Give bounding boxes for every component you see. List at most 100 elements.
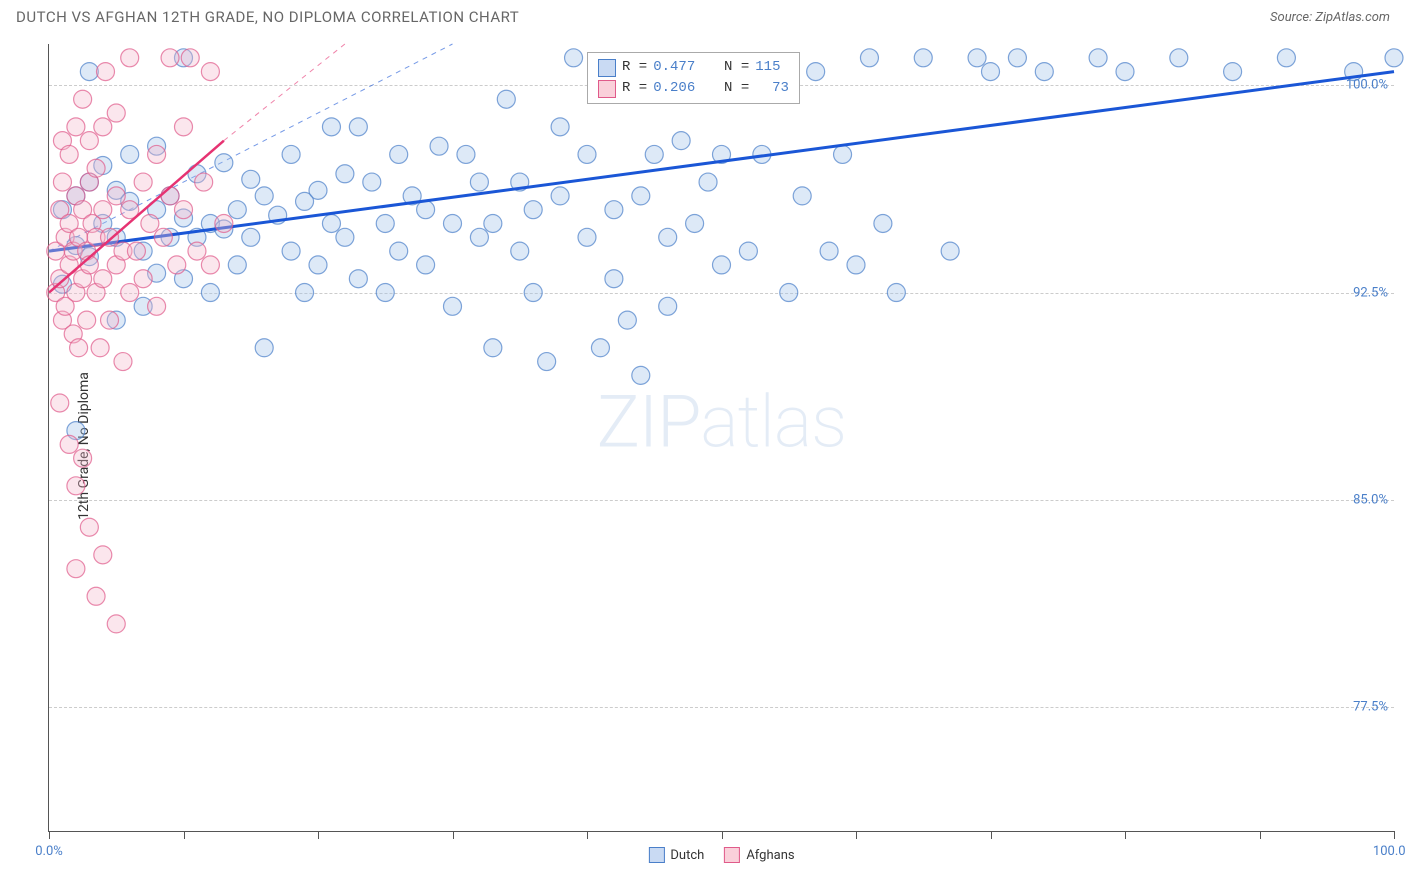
- scatter-point: [820, 242, 838, 260]
- scatter-point: [322, 214, 340, 232]
- scatter-point: [80, 132, 98, 150]
- scatter-point: [1008, 49, 1026, 67]
- scatter-point: [632, 187, 650, 205]
- scatter-point: [121, 49, 139, 67]
- scatter-point: [578, 228, 596, 246]
- scatter-point: [645, 145, 663, 163]
- r-label: R =: [622, 57, 647, 78]
- scatter-point: [282, 145, 300, 163]
- scatter-point: [417, 256, 435, 274]
- x-tick: [856, 831, 857, 839]
- scatter-point: [309, 256, 327, 274]
- scatter-point: [591, 339, 609, 357]
- scatter-point: [228, 256, 246, 274]
- scatter-point: [296, 284, 314, 302]
- scatter-point: [228, 201, 246, 219]
- x-tick: [49, 831, 50, 839]
- scatter-point: [175, 201, 193, 219]
- scatter-point: [941, 242, 959, 260]
- scatter-point: [417, 201, 435, 219]
- scatter-point: [484, 214, 502, 232]
- scatter-point: [94, 201, 112, 219]
- scatter-point: [51, 394, 69, 412]
- afghans-r-value: 0.206: [653, 78, 695, 99]
- scatter-point: [336, 228, 354, 246]
- scatter-point: [860, 49, 878, 67]
- scatter-point: [605, 270, 623, 288]
- scatter-point: [551, 118, 569, 136]
- scatter-point: [309, 181, 327, 199]
- scatter-point: [67, 560, 85, 578]
- scatter-point: [605, 201, 623, 219]
- scatter-point: [201, 256, 219, 274]
- scatter-point: [497, 90, 515, 108]
- scatter-point: [215, 154, 233, 172]
- scatter-point: [390, 242, 408, 260]
- scatter-point: [175, 118, 193, 136]
- scatter-point: [134, 173, 152, 191]
- scatter-point: [201, 63, 219, 81]
- x-tick: [587, 831, 588, 839]
- swatch-blue-icon: [598, 59, 616, 77]
- scatter-point: [107, 104, 125, 122]
- scatter-point: [793, 187, 811, 205]
- stats-row-dutch: R = 0.477 N = 115: [598, 57, 789, 78]
- scatter-point: [148, 145, 166, 163]
- x-tick-label: 100.0%: [1373, 844, 1406, 859]
- scatter-point: [101, 228, 119, 246]
- scatter-point: [121, 145, 139, 163]
- scatter-point: [96, 63, 114, 81]
- scatter-point: [53, 173, 71, 191]
- scatter-point: [114, 353, 132, 371]
- n-label: N =: [724, 57, 749, 78]
- legend-dutch-label: Dutch: [670, 848, 704, 863]
- afghans-n-value: 73: [772, 80, 789, 96]
- scatter-point: [78, 311, 96, 329]
- scatter-point: [470, 228, 488, 246]
- scatter-point: [834, 145, 852, 163]
- scatter-point: [161, 49, 179, 67]
- scatter-point: [87, 587, 105, 605]
- scatter-point: [713, 256, 731, 274]
- scatter-point: [74, 449, 92, 467]
- x-tick-label: 0.0%: [35, 844, 63, 859]
- scatter-point: [457, 145, 475, 163]
- scatter-point: [659, 297, 677, 315]
- scatter-point: [1277, 49, 1295, 67]
- legend-swatch-blue-icon: [648, 847, 664, 863]
- chart-title: DUTCH VS AFGHAN 12TH GRADE, NO DIPLOMA C…: [16, 8, 519, 26]
- scatter-point: [91, 339, 109, 357]
- scatter-point: [618, 311, 636, 329]
- scatter-point: [1170, 49, 1188, 67]
- scatter-point: [376, 214, 394, 232]
- scatter-point: [551, 187, 569, 205]
- scatter-point: [524, 201, 542, 219]
- scatter-point: [538, 353, 556, 371]
- scatter-point: [148, 297, 166, 315]
- scatter-point: [215, 214, 233, 232]
- scatter-point: [195, 173, 213, 191]
- chart-plot-area: ZIPatlas 77.5%85.0%92.5%100.0% R = 0.477…: [48, 44, 1394, 832]
- scatter-point: [444, 297, 462, 315]
- stats-row-afghans: R = 0.206 N = 73: [598, 78, 789, 99]
- scatter-point: [699, 173, 717, 191]
- correlation-stats-box: R = 0.477 N = 115 R = 0.206 N = 73: [587, 52, 800, 104]
- scatter-point: [70, 339, 88, 357]
- scatter-point: [1385, 49, 1403, 67]
- scatter-point: [161, 187, 179, 205]
- x-tick: [184, 831, 185, 839]
- scatter-point: [74, 90, 92, 108]
- scatter-point: [470, 173, 488, 191]
- scatter-point: [87, 159, 105, 177]
- x-tick: [991, 831, 992, 839]
- scatter-point: [322, 118, 340, 136]
- scatter-point: [282, 242, 300, 260]
- scatter-point: [349, 118, 367, 136]
- scatter-point: [168, 256, 186, 274]
- scatter-point: [887, 284, 905, 302]
- scatter-point: [1224, 63, 1242, 81]
- scatter-point: [632, 366, 650, 384]
- scatter-point: [914, 49, 932, 67]
- scatter-point: [336, 165, 354, 183]
- scatter-point: [968, 49, 986, 67]
